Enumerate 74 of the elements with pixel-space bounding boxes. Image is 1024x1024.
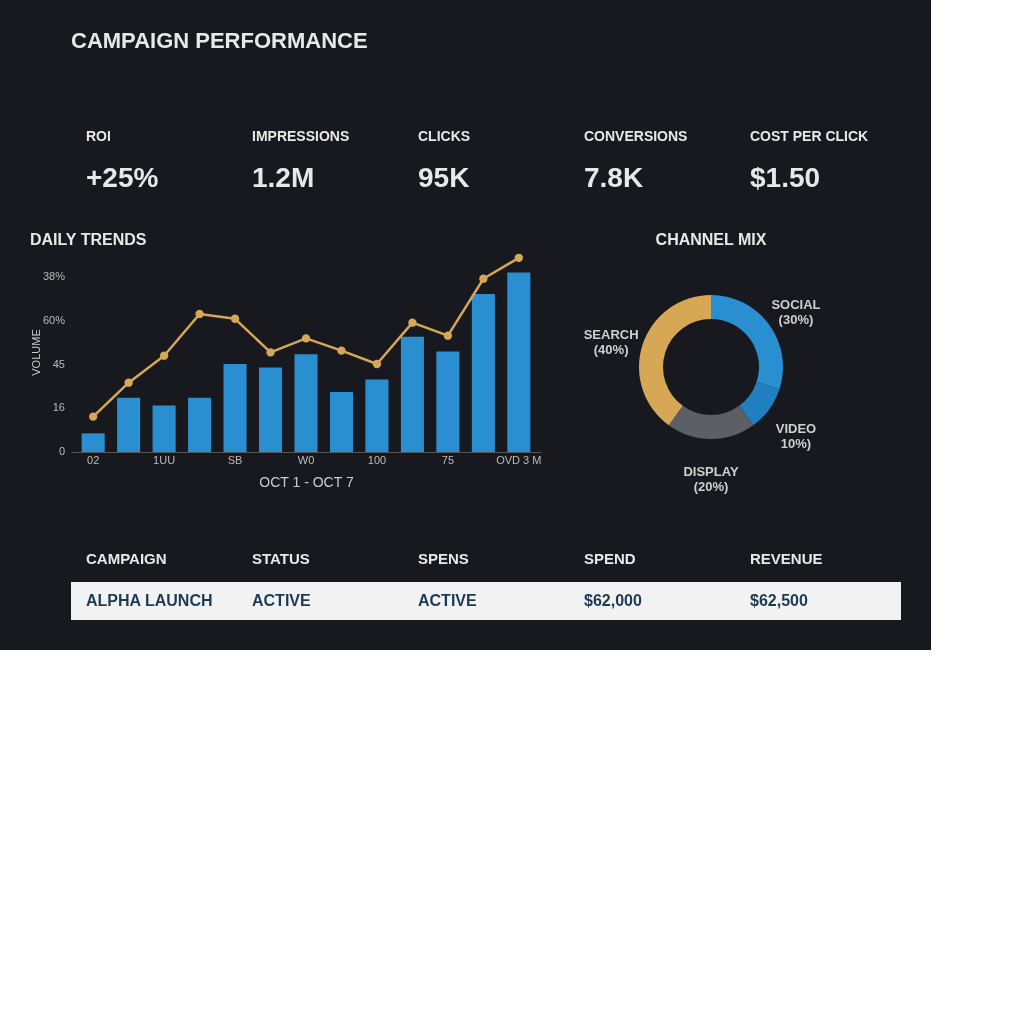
donut-slice bbox=[739, 381, 780, 426]
x-tick-label: 02 bbox=[87, 453, 100, 466]
bar bbox=[152, 405, 176, 452]
text: 38% bbox=[42, 270, 66, 283]
data-label: (20%) bbox=[693, 479, 729, 494]
bar bbox=[294, 354, 318, 452]
slice-label: DISPLAY bbox=[683, 464, 739, 479]
text: 60% bbox=[42, 313, 66, 326]
bar bbox=[81, 433, 105, 452]
point bbox=[230, 314, 240, 323]
data-label: (40%) bbox=[593, 341, 629, 357]
text: ALPHA LAUNCH bbox=[86, 592, 213, 609]
point bbox=[443, 331, 453, 340]
text: STATUS bbox=[252, 550, 310, 567]
data-label: 10%) bbox=[780, 435, 812, 451]
y-axis-title: VOLUME bbox=[29, 329, 42, 376]
text: REVENUE bbox=[750, 550, 823, 567]
text: $1.50 bbox=[750, 162, 821, 193]
chart-title: DAILY TRENDS bbox=[30, 231, 147, 248]
bar bbox=[507, 272, 531, 452]
text: SPEND bbox=[584, 550, 636, 567]
bar bbox=[436, 351, 460, 452]
text: 0 bbox=[58, 445, 65, 457]
point bbox=[408, 318, 417, 327]
text: CAMPAIGN PERFORMANCE bbox=[71, 28, 368, 53]
point bbox=[266, 348, 275, 357]
point bbox=[479, 274, 488, 283]
x-tick-label: OVD 3 M bbox=[496, 453, 542, 466]
data-label: (30%) bbox=[778, 312, 814, 328]
x-tick-label: SB bbox=[227, 453, 243, 466]
x-tick-label: 1UU bbox=[153, 453, 176, 466]
slice-label: SOCIAL bbox=[771, 297, 821, 313]
x-tick-label: 75 bbox=[441, 453, 455, 466]
text: CAMPAIGN bbox=[86, 550, 167, 567]
bar bbox=[117, 397, 141, 452]
text: ACTIVE bbox=[252, 592, 311, 609]
point bbox=[159, 351, 169, 360]
text: SPENS bbox=[418, 550, 469, 567]
text: 1.2M bbox=[252, 162, 315, 193]
text: +25% bbox=[86, 162, 159, 193]
text: 95K bbox=[418, 162, 470, 193]
text: 7.8K bbox=[584, 162, 644, 193]
point bbox=[372, 359, 382, 369]
bar bbox=[259, 367, 283, 452]
bar bbox=[365, 379, 389, 452]
bar bbox=[471, 293, 495, 452]
slice-label: SEARCH bbox=[583, 326, 639, 342]
slice-label: VIDEO bbox=[775, 420, 817, 436]
bar bbox=[400, 336, 424, 452]
point bbox=[301, 334, 311, 343]
x-tick-label: W0 bbox=[297, 453, 315, 466]
text: $62,500 bbox=[750, 592, 808, 609]
point bbox=[337, 346, 346, 355]
bar bbox=[223, 364, 247, 452]
text: ROI bbox=[86, 128, 111, 144]
point bbox=[88, 412, 98, 421]
text: 16 bbox=[52, 401, 65, 414]
text: $62,000 bbox=[584, 592, 642, 609]
bar bbox=[188, 397, 212, 452]
text: CONVERSIONS bbox=[584, 128, 688, 144]
text: IMPRESSIONS bbox=[252, 128, 350, 144]
text: CLICKS bbox=[418, 128, 471, 144]
text: ACTIVE bbox=[418, 592, 477, 609]
point bbox=[514, 253, 524, 262]
bar bbox=[329, 392, 353, 452]
point bbox=[124, 378, 133, 387]
x-tick-label: 100 bbox=[367, 453, 387, 466]
text: 45 bbox=[52, 357, 65, 370]
x-axis-title: OCT 1 - OCT 7 bbox=[259, 473, 354, 490]
donut-slice bbox=[639, 295, 711, 426]
donut-slice bbox=[668, 405, 754, 439]
text: COST PER CLICK bbox=[750, 128, 869, 144]
chart-title: CHANNEL MIX bbox=[655, 231, 767, 248]
point bbox=[195, 309, 204, 319]
